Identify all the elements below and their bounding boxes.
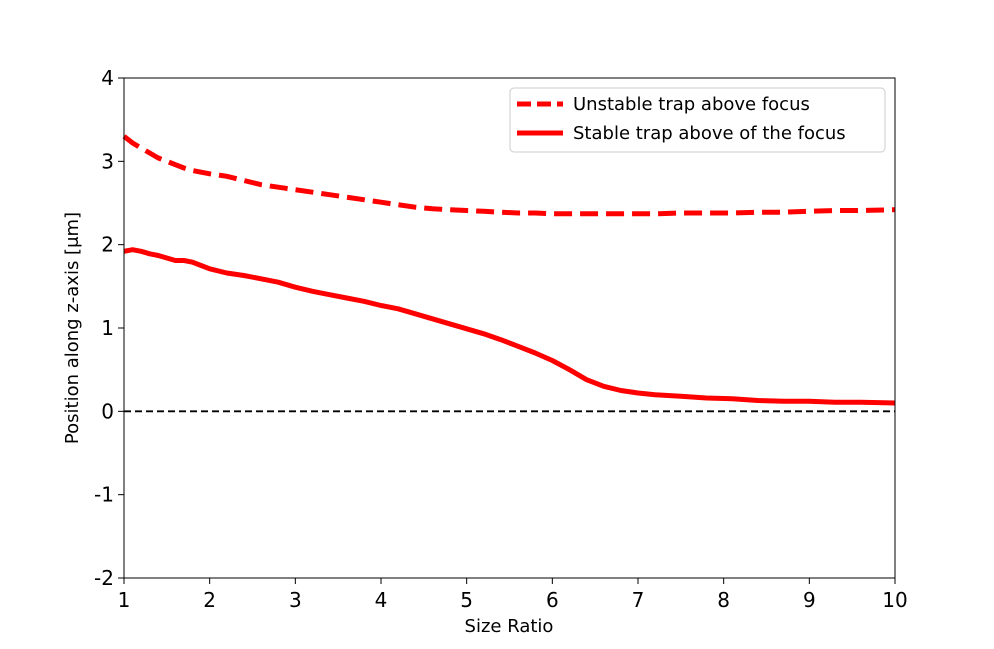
y-tick-label: 2 bbox=[101, 233, 114, 257]
series-line-stable-trap bbox=[123, 247, 896, 406]
x-tick-label: 4 bbox=[375, 588, 388, 612]
y-tick-label: 1 bbox=[101, 316, 114, 340]
y-tick-label: -1 bbox=[94, 483, 114, 507]
legend-label: Unstable trap above focus bbox=[573, 94, 810, 115]
legend-label: Stable trap above of the focus bbox=[573, 123, 846, 144]
x-tick-label: 9 bbox=[803, 588, 816, 612]
x-axis-ticks: 1 2 3 4 5 6 7 8 9 10 bbox=[118, 578, 908, 612]
plot-area bbox=[122, 134, 896, 413]
y-tick-label: 0 bbox=[101, 399, 114, 423]
y-tick-label: -2 bbox=[94, 566, 114, 590]
y-tick-label: 4 bbox=[101, 66, 114, 90]
x-tick-label: 1 bbox=[118, 588, 131, 612]
x-tick-label: 10 bbox=[882, 588, 907, 612]
legend-box bbox=[509, 87, 886, 153]
x-tick-label: 6 bbox=[546, 588, 559, 612]
legend: Unstable trap above focus Stable trap abo… bbox=[509, 87, 886, 153]
x-tick-label: 5 bbox=[460, 588, 473, 612]
series-line-unstable-trap bbox=[122, 134, 896, 217]
x-tick-label: 7 bbox=[632, 588, 645, 612]
x-tick-label: 2 bbox=[203, 588, 216, 612]
x-axis-label: Size Ratio bbox=[465, 616, 554, 637]
y-axis-label: Position along z-axis [μm] bbox=[62, 212, 83, 444]
plot-frame bbox=[123, 77, 896, 579]
x-tick-label: 8 bbox=[717, 588, 730, 612]
y-tick-label: 3 bbox=[101, 149, 114, 173]
y-axis-ticks: -2 -1 0 1 2 3 4 bbox=[94, 66, 124, 590]
x-tick-label: 3 bbox=[289, 588, 302, 612]
